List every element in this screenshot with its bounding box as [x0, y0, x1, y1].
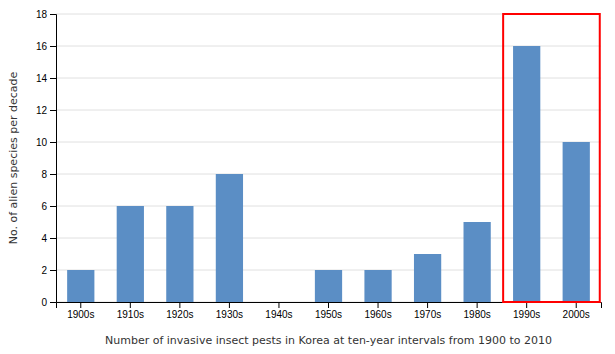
- y-tick-mark: [50, 174, 56, 175]
- x-tick: 2000s: [563, 302, 590, 320]
- y-tick: 4: [41, 233, 56, 244]
- bars: [67, 46, 590, 302]
- x-tick: 1960s: [364, 302, 391, 320]
- x-tick: 1920s: [166, 302, 193, 320]
- x-tick-mark: [328, 302, 329, 308]
- bar: [315, 270, 342, 302]
- y-tick: 10: [36, 137, 56, 148]
- y-tick-label: 0: [41, 297, 47, 308]
- y-tick-label: 4: [41, 233, 47, 244]
- y-tick: 2: [41, 265, 56, 276]
- y-tick: 16: [36, 41, 56, 52]
- x-tick-label: 1990s: [513, 309, 540, 320]
- x-tick-label: 1970s: [414, 309, 441, 320]
- x-tick-mark: [278, 302, 279, 308]
- highlight-rect: [503, 14, 600, 302]
- x-tick-label: 1920s: [166, 309, 193, 320]
- y-axis-line: [50, 15, 57, 303]
- x-tick-label: 1950s: [315, 309, 342, 320]
- y-tick-mark: [50, 270, 56, 271]
- x-axis-line: [57, 303, 602, 309]
- y-tick-label: 8: [41, 169, 47, 180]
- x-tick-label: 2000s: [563, 309, 590, 320]
- x-tick-label: 1980s: [464, 309, 491, 320]
- x-tick-mark: [130, 302, 131, 308]
- bar: [563, 142, 590, 302]
- x-tick-label: 1900s: [67, 309, 94, 320]
- plot: 1900s 1910s 1920s 1930s 1940s 1950s 1960s 1970s…: [36, 9, 602, 320]
- y-tick: 0: [41, 297, 56, 308]
- x-axis-title: Number of invasive insect pests in Korea…: [105, 334, 552, 347]
- y-tick: 6: [41, 201, 56, 212]
- x-tick: 1930s: [216, 302, 243, 320]
- x-tick-label: 1960s: [364, 309, 391, 320]
- y-tick-label: 2: [41, 265, 47, 276]
- y-tick-label: 10: [36, 137, 48, 148]
- grid: [56, 14, 601, 302]
- y-tick-label: 6: [41, 201, 47, 212]
- y-tick-mark: [50, 302, 56, 303]
- x-tick-mark: [179, 302, 180, 308]
- y-tick-label: 18: [36, 9, 48, 20]
- y-tick-mark: [50, 14, 56, 15]
- x-tick-mark: [229, 302, 230, 308]
- bar: [513, 46, 540, 302]
- x-tick-mark: [427, 302, 428, 308]
- y-tick-mark: [50, 206, 56, 207]
- bar: [67, 270, 94, 302]
- y-axis: 0 2 4 6 8 10 12 14 16 18: [36, 9, 57, 308]
- x-tick: 1910s: [117, 302, 144, 320]
- x-tick: 1970s: [414, 302, 441, 320]
- x-tick: 1940s: [265, 302, 292, 320]
- y-tick: 14: [36, 73, 56, 84]
- y-tick-label: 16: [36, 41, 48, 52]
- x-tick-label: 1930s: [216, 309, 243, 320]
- x-tick: 1900s: [67, 302, 94, 320]
- y-tick-mark: [50, 238, 56, 239]
- bar: [216, 174, 243, 302]
- x-tick-mark: [477, 302, 478, 308]
- y-tick: 12: [36, 105, 56, 116]
- y-tick-mark: [50, 110, 56, 111]
- x-tick-mark: [378, 302, 379, 308]
- bar: [414, 254, 441, 302]
- y-tick: 18: [36, 9, 56, 20]
- x-axis: 1900s 1910s 1920s 1930s 1940s 1950s 1960s 1970s…: [57, 302, 602, 320]
- y-tick-mark: [50, 78, 56, 79]
- x-tick: 1950s: [315, 302, 342, 320]
- bar: [265, 302, 292, 303]
- bar: [166, 206, 193, 302]
- bar: [464, 222, 491, 302]
- x-tick: 1990s: [513, 302, 540, 320]
- x-tick-label: 1940s: [265, 309, 292, 320]
- x-tick: 1980s: [464, 302, 491, 320]
- chart: 1900s 1910s 1920s 1930s 1940s 1950s 1960s 1970s…: [0, 0, 615, 354]
- y-axis-title: No. of alien species per decade: [7, 71, 20, 244]
- y-tick-label: 12: [36, 105, 48, 116]
- y-tick-label: 14: [36, 73, 48, 84]
- y-tick: 8: [41, 169, 56, 180]
- bar: [117, 206, 144, 302]
- x-tick-label: 1910s: [117, 309, 144, 320]
- y-tick-mark: [50, 142, 56, 143]
- y-tick-mark: [50, 46, 56, 47]
- bar: [364, 270, 391, 302]
- x-tick-mark: [80, 302, 81, 308]
